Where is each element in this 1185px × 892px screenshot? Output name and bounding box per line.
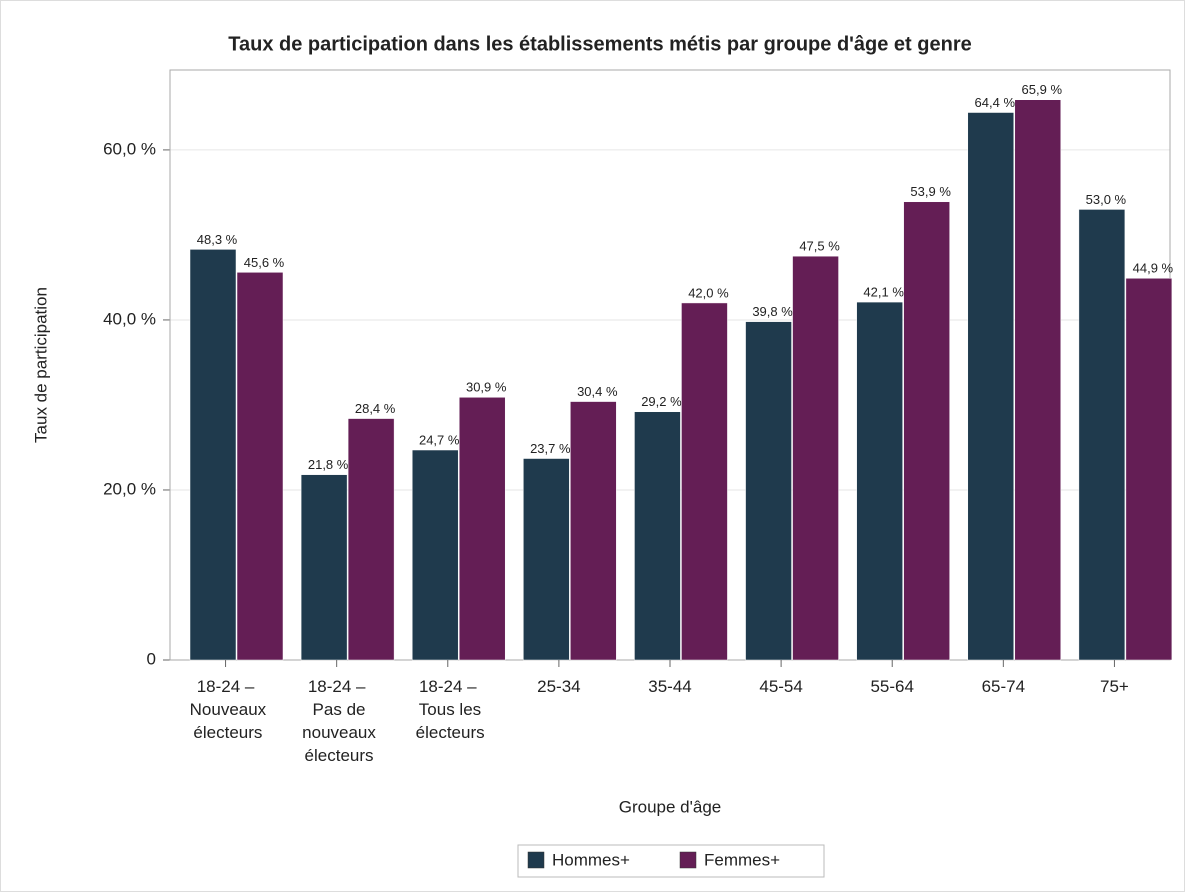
bar bbox=[1014, 99, 1062, 661]
x-tick-label: 65-74 bbox=[982, 677, 1025, 696]
bar bbox=[570, 401, 617, 661]
x-tick-label: 18-24 – Tous les électeurs bbox=[411, 677, 485, 742]
chart-title: Taux de participation dans les établisse… bbox=[228, 33, 972, 55]
y-tick-label: 60,0 % bbox=[103, 139, 156, 158]
bar bbox=[792, 255, 839, 661]
bar bbox=[347, 418, 395, 661]
value-label: 47,5 % bbox=[799, 239, 840, 254]
y-tick-label: 40,0 % bbox=[103, 309, 156, 328]
value-label: 28,4 % bbox=[355, 401, 396, 416]
bar bbox=[1078, 209, 1126, 661]
bar bbox=[411, 449, 459, 661]
bar bbox=[1125, 278, 1173, 661]
x-axis-label: Groupe d'âge bbox=[619, 797, 722, 816]
legend-swatch bbox=[527, 851, 545, 869]
x-tick-label: 55-64 bbox=[870, 677, 913, 696]
bar bbox=[856, 301, 903, 661]
x-tick-label: 35-44 bbox=[648, 677, 691, 696]
value-label: 30,9 % bbox=[466, 380, 507, 395]
value-label: 42,0 % bbox=[688, 285, 729, 300]
value-label: 39,8 % bbox=[752, 304, 793, 319]
bar bbox=[300, 474, 348, 661]
bar bbox=[189, 249, 237, 661]
bar bbox=[903, 201, 950, 661]
bar bbox=[634, 411, 681, 661]
bar bbox=[967, 112, 1015, 661]
value-label: 29,2 % bbox=[641, 394, 682, 409]
x-tick-label: 75+ bbox=[1100, 677, 1129, 696]
y-tick-label: 20,0 % bbox=[103, 479, 156, 498]
legend-box bbox=[517, 844, 825, 878]
value-label: 30,4 % bbox=[577, 384, 618, 399]
value-label: 65,9 % bbox=[1022, 82, 1063, 97]
bar bbox=[236, 272, 284, 661]
value-label: 21,8 % bbox=[308, 457, 349, 472]
y-axis-label: Taux de participation bbox=[31, 287, 50, 443]
value-label: 64,4 % bbox=[975, 95, 1016, 110]
value-label: 48,3 % bbox=[197, 232, 238, 247]
value-label: 24,7 % bbox=[419, 432, 460, 447]
bar bbox=[681, 302, 728, 661]
value-label: 53,0 % bbox=[1086, 192, 1127, 207]
x-tick-label: 25-34 bbox=[537, 677, 580, 696]
bar bbox=[523, 458, 570, 661]
value-label: 53,9 % bbox=[910, 184, 951, 199]
bar bbox=[745, 321, 792, 661]
x-tick-label: 45-54 bbox=[759, 677, 802, 696]
y-tick-label: 0 bbox=[147, 649, 156, 668]
x-tick-label: 18-24 – Nouveaux électeurs bbox=[185, 677, 267, 742]
value-label: 42,1 % bbox=[863, 285, 904, 300]
legend-label: Hommes+ bbox=[552, 850, 630, 869]
legend-swatch bbox=[679, 851, 697, 869]
legend-label: Femmes+ bbox=[704, 850, 780, 869]
value-label: 45,6 % bbox=[244, 255, 285, 270]
value-label: 44,9 % bbox=[1133, 261, 1174, 276]
x-tick-label: 18-24 – Pas de nouveaux électeurs bbox=[297, 677, 376, 765]
bar bbox=[458, 397, 506, 661]
value-label: 23,7 % bbox=[530, 441, 571, 456]
